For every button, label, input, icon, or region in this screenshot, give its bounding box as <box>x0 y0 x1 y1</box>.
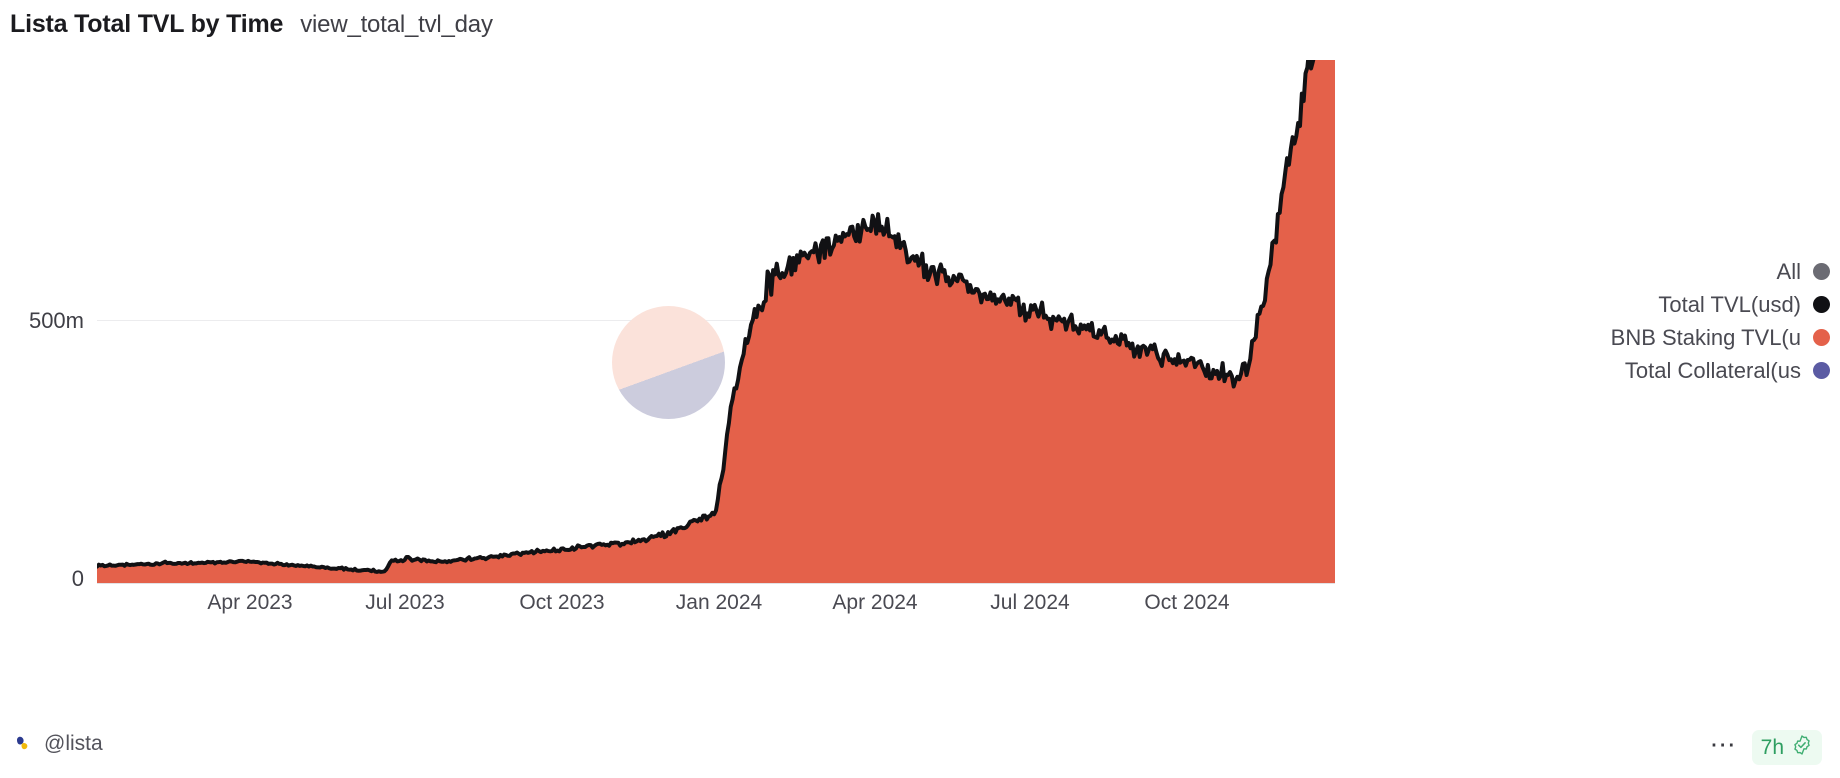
chart-header: Lista Total TVL by Time view_total_tvl_d… <box>10 10 493 39</box>
legend-dot-icon <box>1813 263 1830 280</box>
author-handle[interactable]: @lista <box>44 732 103 755</box>
legend-item-2[interactable]: BNB Staking TVL(u <box>1335 321 1840 354</box>
axis-baseline <box>97 583 1335 584</box>
refresh-status-badge[interactable]: 7h <box>1751 730 1822 765</box>
legend-item-1[interactable]: Total TVL(usd) <box>1335 288 1840 321</box>
chart-footer: @lista ⋯ 7h <box>0 718 1840 778</box>
legend-item-label: Total TVL(usd) <box>1658 291 1801 317</box>
legend-item-label: Total Collateral(us <box>1624 357 1801 383</box>
x-axis-tick-5: Jul 2024 <box>990 591 1070 614</box>
ellipsis-icon[interactable]: ⋯ <box>1709 728 1738 759</box>
legend-dot-icon <box>1813 362 1830 379</box>
legend-item-3[interactable]: Total Collateral(us <box>1335 354 1840 387</box>
legend-item-label: All <box>1776 258 1801 284</box>
page-title: Lista Total TVL by Time <box>10 10 284 38</box>
series-bnb-staking[interactable] <box>97 60 1335 583</box>
series-total-tvl-line[interactable] <box>97 60 1335 574</box>
x-axis-tick-3: Jan 2024 <box>675 591 763 614</box>
legend-dot-icon <box>1813 296 1830 313</box>
footer-actions[interactable]: ⋯ 7h <box>1710 730 1822 765</box>
legend-item-0[interactable]: All <box>1335 255 1840 288</box>
x-axis-tick-4: Apr 2024 <box>832 591 918 614</box>
x-axis-tick-6: Oct 2024 <box>1144 591 1230 614</box>
chart-legend[interactable]: All Total TVL(usd) BNB Staking TVL(u Total … <box>1335 255 1840 387</box>
stacked-area-chart[interactable] <box>97 60 1335 583</box>
verified-badge-icon <box>1791 734 1813 761</box>
y-axis-tick-0: 0 <box>71 566 84 591</box>
author-block[interactable]: @lista <box>14 732 103 756</box>
x-axis-tick-0: Apr 2023 <box>207 591 293 614</box>
x-axis-tick-2: Oct 2023 <box>519 591 605 614</box>
legend-item-label: BNB Staking TVL(u <box>1610 324 1801 350</box>
refresh-time-label: 7h <box>1760 735 1784 759</box>
x-axis-tick-1: Jul 2023 <box>365 591 445 614</box>
legend-dot-icon <box>1813 329 1830 346</box>
query-name-label: view_total_tvl_day <box>300 11 493 38</box>
lista-logo-icon <box>14 734 34 754</box>
y-axis-tick-500m: 500m <box>28 308 84 333</box>
